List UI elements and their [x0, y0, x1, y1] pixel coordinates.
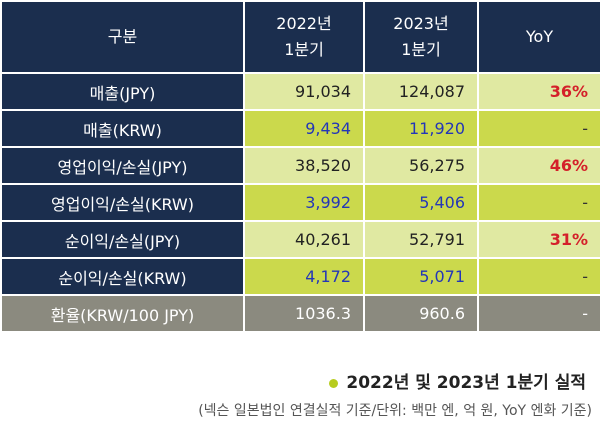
row-label: 영업이익/손실(KRW) — [0, 183, 245, 222]
table-row: 순이익/손실(JPY) 40,261 52,791 31% — [0, 220, 600, 259]
cell: 36% — [477, 72, 600, 111]
cell: 40,261 — [243, 220, 365, 259]
cell: 5,071 — [363, 257, 479, 296]
caption-text: 2022년 및 2023년 1분기 실적 — [346, 373, 586, 393]
row-label: 순이익/손실(JPY) — [0, 220, 245, 259]
cell: 960.6 — [363, 294, 479, 333]
cell: 38,520 — [243, 146, 365, 185]
bullet-dot — [329, 378, 339, 388]
table-row: 순이익/손실(KRW) 4,172 5,071- — [0, 257, 600, 296]
header-text: 1분기 — [401, 40, 441, 59]
row-label: 영업이익/손실(JPY) — [0, 146, 245, 185]
table-row: 영업이익/손실(KRW) 3,992 5,406- — [0, 183, 600, 222]
cell: 3,992 — [243, 183, 365, 222]
header-text: 구분 — [107, 27, 138, 46]
table-row: 매출(JPY) 91,034 124,087 36% — [0, 72, 600, 111]
cell: 52,791 — [363, 220, 479, 259]
table-row: 환율(KRW/100 JPY) 1036.3 960.6- — [0, 294, 600, 333]
table-row: 영업이익/손실(JPY) 38,520 56,275 46% — [0, 146, 600, 185]
cell: - — [477, 109, 600, 148]
cell: 31% — [477, 220, 600, 259]
caption-title: 2022년 및 2023년 1분기 실적 — [329, 368, 586, 393]
table-row: 매출(KRW) 9,434 11,920- — [0, 109, 600, 148]
header-cell: 구분 — [0, 0, 245, 74]
header-row: 구분 2022년 1분기 2023년 1분기 YoY — [0, 0, 600, 74]
cell: 56,275 — [363, 146, 479, 185]
cell: 9,434 — [243, 109, 365, 148]
cell: - — [477, 294, 600, 333]
header-cell: YoY — [477, 0, 600, 74]
header-cell: 2023년 1분기 — [363, 0, 479, 74]
cell: 11,920 — [363, 109, 479, 148]
cell: 1036.3 — [243, 294, 365, 333]
row-label: 매출(KRW) — [0, 109, 245, 148]
cell: 4,172 — [243, 257, 365, 296]
cell: 5,406 — [363, 183, 479, 222]
caption-note: (넥슨 일본법인 연결실적 기준/단위: 백만 엔, 억 원, YoY 엔화 기… — [198, 403, 592, 419]
header-text: YoY — [525, 27, 554, 46]
row-label: 매출(JPY) — [0, 72, 245, 111]
header-cell: 2022년 1분기 — [243, 0, 365, 74]
cell: 46% — [477, 146, 600, 185]
header-text: 2022년 — [276, 14, 332, 33]
cell: 91,034 — [243, 72, 365, 111]
cell: - — [477, 183, 600, 222]
row-label: 환율(KRW/100 JPY) — [0, 294, 245, 333]
cell: - — [477, 257, 600, 296]
header-text: 2023년 — [393, 14, 449, 33]
cell: 124,087 — [363, 72, 479, 111]
table-body: 구분 2022년 1분기 2023년 1분기 YoY 매출(JPY) 91,034 12… — [0, 0, 600, 333]
row-label: 순이익/손실(KRW) — [0, 257, 245, 296]
header-text: 1분기 — [284, 40, 324, 59]
data-table: 구분 2022년 1분기 2023년 1분기 YoY 매출(JPY) 91,034 12… — [0, 0, 600, 333]
